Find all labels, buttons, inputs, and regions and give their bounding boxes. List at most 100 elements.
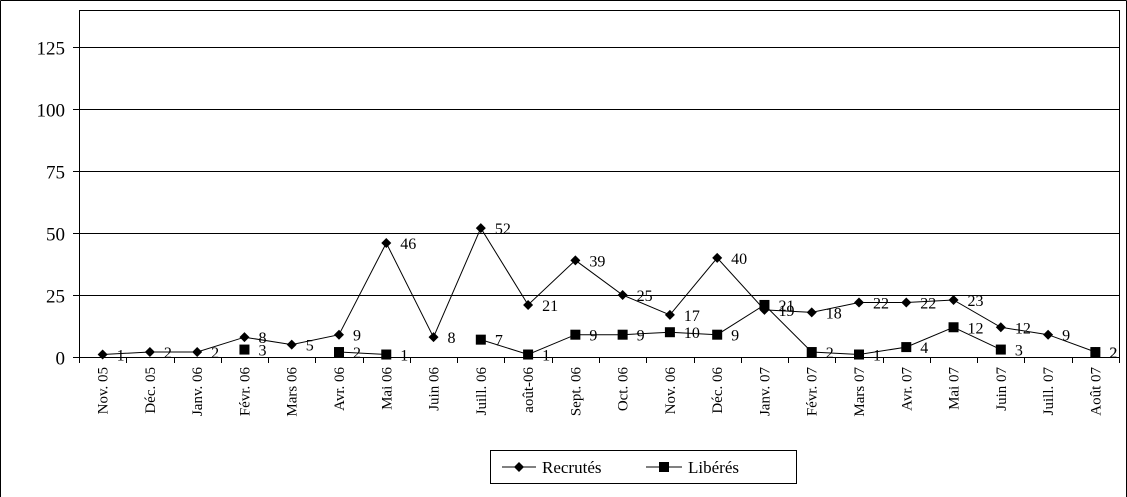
recrutes-point: [192, 347, 203, 358]
y-tick-label: 25: [46, 287, 65, 308]
recrutes-point: [806, 307, 817, 318]
x-tick-label: Juin 06: [427, 367, 443, 411]
x-tick-label: Juill. 06: [474, 367, 490, 416]
data-label-recrutes: 46: [400, 236, 416, 253]
recrutes-point: [97, 349, 108, 360]
legend-marker-recrutes: [514, 462, 524, 472]
legend-label-recrutes: Recrutés: [542, 458, 601, 477]
data-label-recrutes: 40: [731, 251, 747, 268]
x-tick-label: Déc. 06: [710, 367, 726, 414]
data-label-recrutes: 19: [778, 303, 794, 320]
data-label-liberes: 9: [589, 328, 597, 345]
x-tick-label: Mai 06: [379, 367, 395, 410]
x-tick-label: Avr. 06: [332, 367, 348, 411]
data-label-liberes: 2: [353, 345, 361, 362]
data-label-recrutes: 17: [684, 308, 700, 325]
data-label-liberes: 1: [542, 348, 550, 365]
data-label-recrutes: 21: [542, 298, 558, 315]
recrutes-point: [523, 299, 534, 310]
data-label-recrutes: 23: [968, 293, 984, 310]
data-label-liberes: 3: [1015, 343, 1023, 360]
data-label-recrutes: 8: [448, 330, 456, 347]
data-label-liberes: 1: [873, 348, 881, 365]
recrutes-point: [144, 347, 155, 358]
recrutes-point: [664, 309, 675, 320]
data-label-liberes: 3: [258, 343, 266, 360]
data-label-recrutes: 22: [920, 295, 936, 312]
y-tick-label: 100: [37, 101, 66, 122]
x-tick-label: Nov. 05: [96, 367, 112, 414]
x-tick-label: Juill. 07: [1041, 367, 1057, 416]
recrutes-point: [901, 297, 912, 308]
liberes-point: [334, 347, 344, 358]
x-tick-label: Sept. 06: [568, 367, 584, 417]
recrutes-point: [570, 255, 581, 266]
recrutes-point: [381, 237, 392, 248]
x-tick-label: Mai 07: [947, 367, 963, 410]
x-tick-label: août-06: [521, 367, 537, 413]
series-line-liberes: [338, 351, 387, 355]
x-tick-label: Déc. 05: [143, 367, 159, 414]
liberes-point: [381, 349, 392, 360]
y-tick-label: 50: [46, 225, 65, 246]
data-label-liberes: 4: [920, 340, 928, 357]
data-label-recrutes: 1: [117, 348, 125, 365]
series-line-liberes: [480, 304, 1002, 356]
x-tick-label: Févr. 07: [805, 367, 821, 417]
liberes-point: [475, 334, 486, 345]
data-label-recrutes: 22: [873, 295, 889, 312]
liberes-point: [664, 327, 675, 338]
data-label-recrutes: 2: [164, 345, 172, 362]
legend-marker-liberes: [659, 462, 669, 472]
recrutes-point: [995, 322, 1006, 333]
data-label-recrutes: 9: [1062, 328, 1070, 345]
data-label-recrutes: 39: [589, 253, 605, 270]
liberes-point: [901, 342, 912, 353]
liberes-point: [948, 322, 959, 333]
recrutes-point: [475, 223, 486, 234]
x-tick-label: Nov. 06: [663, 367, 679, 415]
y-tick-label: 75: [46, 163, 65, 184]
data-label-recrutes: 9: [353, 328, 361, 345]
x-tick-label: Juin 07: [994, 367, 1010, 411]
recrutes-point: [239, 332, 250, 343]
x-tick-label: Mars 06: [285, 367, 301, 417]
liberes-point: [995, 344, 1006, 355]
x-tick-label: Févr. 06: [237, 367, 253, 417]
liberes-point: [759, 299, 770, 310]
legend-box: [490, 450, 797, 484]
data-label-liberes: 21: [778, 298, 794, 315]
data-label-liberes: 2: [1109, 345, 1117, 362]
data-label-recrutes: 12: [1015, 320, 1031, 337]
x-tick-label: Janv. 07: [757, 367, 773, 417]
data-label-recrutes: 8: [258, 330, 266, 347]
data-label-liberes: 10: [684, 325, 700, 342]
data-label-recrutes: 2: [211, 345, 219, 362]
series-line-recrutes: [102, 227, 1096, 355]
x-tick-label: Janv. 06: [190, 367, 206, 417]
legend-label-liberes: Libérés: [688, 458, 739, 477]
recrutes-point: [948, 294, 959, 305]
liberes-point: [712, 329, 723, 340]
data-label-recrutes: 25: [637, 288, 653, 305]
liberes-point: [239, 344, 250, 355]
x-tick-label: Avr. 07: [899, 367, 915, 411]
recrutes-point: [286, 339, 297, 350]
liberes-point: [806, 347, 817, 358]
data-label-liberes: 1: [400, 348, 408, 365]
data-label-liberes: 9: [637, 328, 645, 345]
liberes-point: [854, 349, 864, 360]
recrutes-point: [334, 329, 344, 340]
recrutes-point: [712, 252, 723, 263]
data-label-liberes: 2: [826, 345, 834, 362]
recrutes-point: [428, 332, 439, 343]
recrutes-point: [617, 290, 628, 301]
liberes-point: [570, 329, 581, 340]
data-label-recrutes: 2: [1109, 345, 1117, 362]
data-label-liberes: 12: [968, 320, 984, 337]
x-tick-label: Oct. 06: [616, 367, 632, 412]
recrutes-point: [1043, 329, 1054, 340]
x-tick-label: Mars 07: [852, 367, 868, 417]
